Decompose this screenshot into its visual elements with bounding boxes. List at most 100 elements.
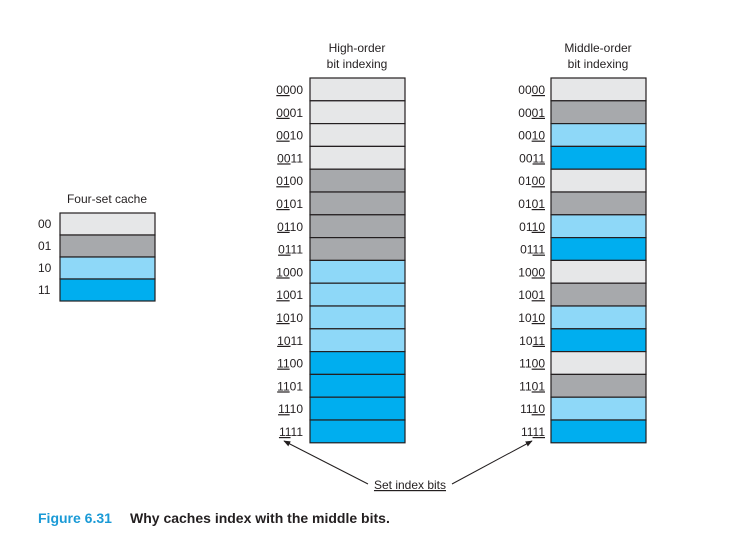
middle-order-block [550, 191, 647, 216]
address-bits: 01 [518, 174, 532, 188]
middle-order-title-line1: Middle-order [564, 41, 631, 55]
address-bits: 11 [519, 357, 532, 371]
set-index-bits: 00 [276, 106, 290, 120]
address-bits: 00 [518, 129, 532, 143]
middle-order-address-label: 0111 [520, 243, 545, 257]
annotation-arrow-right [451, 440, 533, 485]
address-bits: 01 [518, 197, 532, 211]
middle-order-address-label: 1010 [518, 311, 545, 325]
figure-caption: Figure 6.31 Why caches index with the mi… [38, 510, 390, 526]
middle-order-block [550, 214, 647, 239]
address-bits: 10 [290, 402, 304, 416]
middle-order-address-label: 0110 [519, 220, 545, 234]
high-order-address-label: 0100 [276, 174, 303, 188]
high-order-address-label: 0010 [276, 129, 303, 143]
high-order-title-line1: High-order [329, 41, 386, 55]
address-bits: 10 [290, 311, 304, 325]
middle-order-block [550, 328, 647, 353]
set-index-annotation: Set index bits [283, 440, 533, 492]
set-index-bits: 01 [532, 288, 546, 302]
high-order-block [309, 259, 406, 284]
high-order-block [309, 168, 406, 193]
address-bits: 10 [290, 129, 304, 143]
set-index-bits: 01 [277, 220, 291, 234]
set-index-bits: 10 [532, 311, 546, 325]
high-order-block [309, 77, 406, 102]
set-index-bits: 10 [532, 129, 546, 143]
middle-order-block [550, 168, 647, 193]
address-bits: 11 [521, 425, 534, 439]
high-order-block [309, 237, 406, 262]
middle-order-block [550, 282, 647, 307]
middle-order-block [550, 145, 647, 170]
middle-order-block [550, 237, 647, 262]
set-index-bits: 10 [532, 402, 546, 416]
middle-order-block [550, 396, 647, 421]
high-order-address-label: 1101 [277, 379, 303, 393]
high-order-address-label: 1111 [279, 425, 303, 439]
middle-order-block [550, 259, 647, 284]
high-order-block [309, 282, 406, 307]
address-bits: 00 [518, 83, 532, 97]
middle-order-address-label: 0101 [518, 197, 545, 211]
high-order-block [309, 191, 406, 216]
address-bits: 01 [519, 220, 533, 234]
high-order-block [309, 396, 406, 421]
high-order-address-label: 0011 [277, 151, 303, 165]
high-order-block [309, 305, 406, 330]
address-bits: 00 [290, 174, 304, 188]
high-order-address-label: 1110 [278, 402, 303, 416]
four-set-label-11: 11 [38, 283, 51, 297]
address-bits: 11 [291, 243, 304, 257]
middle-order-rows: 0000000100100011010001010110011110001001… [518, 77, 647, 444]
high-order-block [309, 100, 406, 125]
set-index-bits: 11 [277, 357, 290, 371]
middle-order-address-label: 1001 [518, 288, 545, 302]
address-bits: 01 [290, 106, 304, 120]
set-index-bits: 01 [276, 197, 290, 211]
middle-order-block [550, 305, 647, 330]
high-order-block [309, 328, 406, 353]
high-order-address-label: 1000 [276, 265, 303, 279]
high-order-address-label: 0111 [278, 243, 303, 257]
high-order-address-label: 1011 [277, 334, 303, 348]
four-set-label-00: 00 [38, 217, 52, 231]
high-order-rows: 0000000100100011010001010110011110001001… [276, 77, 406, 444]
middle-order-block [550, 351, 647, 376]
four-set-block-01 [59, 234, 156, 258]
middle-order-title-line2: bit indexing [568, 57, 629, 71]
set-index-bits: 11 [533, 334, 546, 348]
middle-order-address-label: 0011 [519, 151, 545, 165]
set-index-bits: 10 [532, 220, 546, 234]
high-order-address-label: 1100 [277, 357, 303, 371]
middle-order-address-label: 0001 [518, 106, 545, 120]
high-order-block [309, 419, 406, 444]
high-order-block [309, 122, 406, 147]
four-set-block-11 [59, 278, 156, 302]
high-order-address-label: 0000 [276, 83, 303, 97]
middle-order-address-label: 1101 [519, 379, 545, 393]
set-index-bits: 11 [533, 243, 546, 257]
middle-order-address-label: 0000 [518, 83, 545, 97]
middle-order-address-label: 1110 [520, 402, 545, 416]
four-set-block-00 [59, 212, 156, 236]
middle-order-address-label: 1000 [518, 265, 545, 279]
address-bits: 01 [290, 197, 304, 211]
high-order-column: High-order bit indexing 0000000100100011… [276, 41, 406, 444]
set-index-bits: 11 [533, 425, 546, 439]
address-bits: 00 [290, 357, 304, 371]
address-bits: 11 [291, 151, 304, 165]
set-index-bits: 00 [277, 151, 291, 165]
middle-order-address-label: 1100 [519, 357, 545, 371]
high-order-address-label: 1010 [276, 311, 303, 325]
address-bits: 00 [290, 265, 304, 279]
middle-order-column: Middle-order bit indexing 00000001001000… [518, 41, 647, 444]
set-index-bits: 00 [276, 129, 290, 143]
set-index-bits: 01 [276, 174, 290, 188]
set-index-bits: 11 [533, 151, 546, 165]
set-index-bits: 01 [532, 106, 546, 120]
set-index-bits: 00 [532, 83, 546, 97]
set-index-bits: 00 [532, 357, 546, 371]
set-index-bits: 10 [277, 334, 291, 348]
